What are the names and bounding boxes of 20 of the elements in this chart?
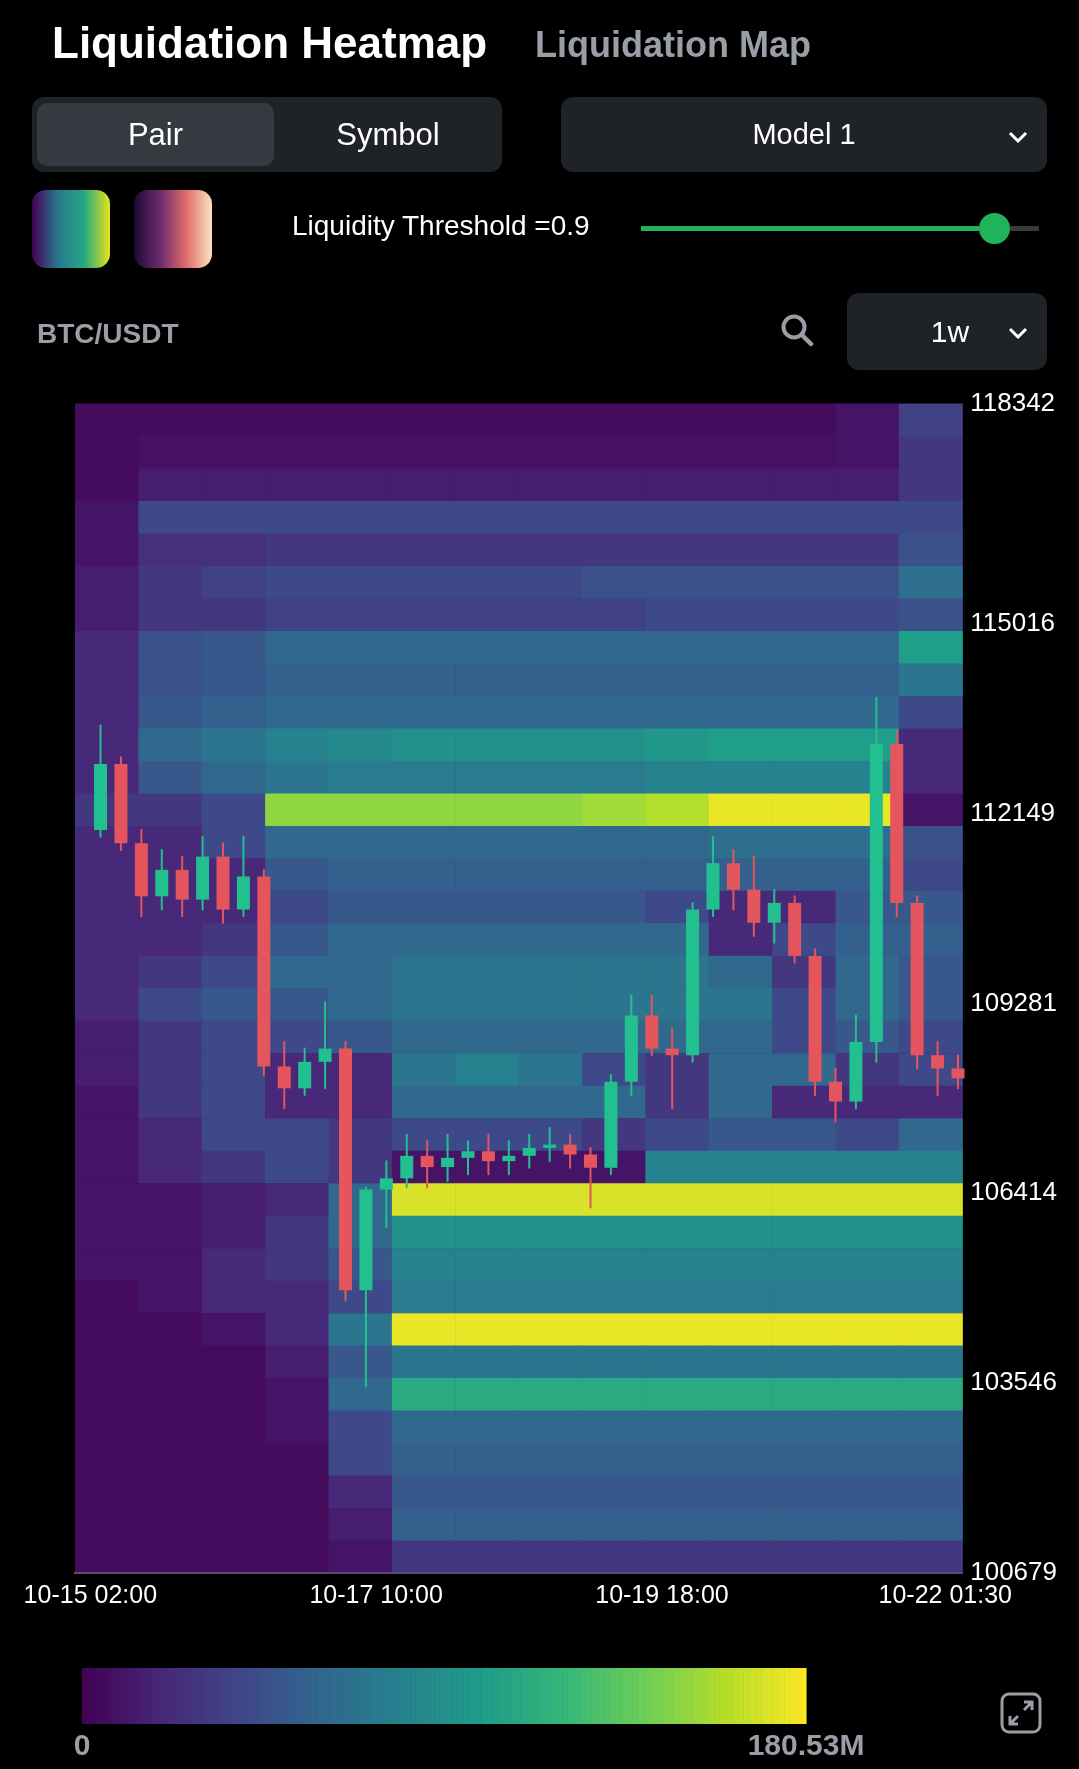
candlestick [379,1160,393,1229]
text: Liquidity Threshold =0.9 [292,210,590,242]
chart-subtitle: BTC/USDT [37,318,179,350]
x-tick-label: 10-17 10:00 [309,1579,443,1608]
y-tick-label: 115016 [970,606,1056,637]
y-tick-label: 103546 [970,1366,1058,1397]
text: 1w [929,313,971,350]
y-tick-label: 109281 [970,986,1058,1017]
x-tick-label: 10-15 02:00 [23,1579,158,1608]
color-bar-label: 0 [73,1728,91,1762]
candlestick [461,1140,475,1176]
y-tick-label: 106414 [970,1176,1058,1207]
chart-title: Liquidation Heatmap [52,18,488,68]
text: Liquidation Map [535,24,811,66]
y-tick-label: 112149 [970,796,1056,827]
y-tick-label: 118342 [970,386,1056,417]
x-tick-label: 10-22 01:30 [878,1579,1012,1608]
color-bar-label: 180.53M [747,1728,865,1762]
x-tick-label: 10-19 18:00 [595,1579,729,1608]
text: Symbol [335,115,441,154]
